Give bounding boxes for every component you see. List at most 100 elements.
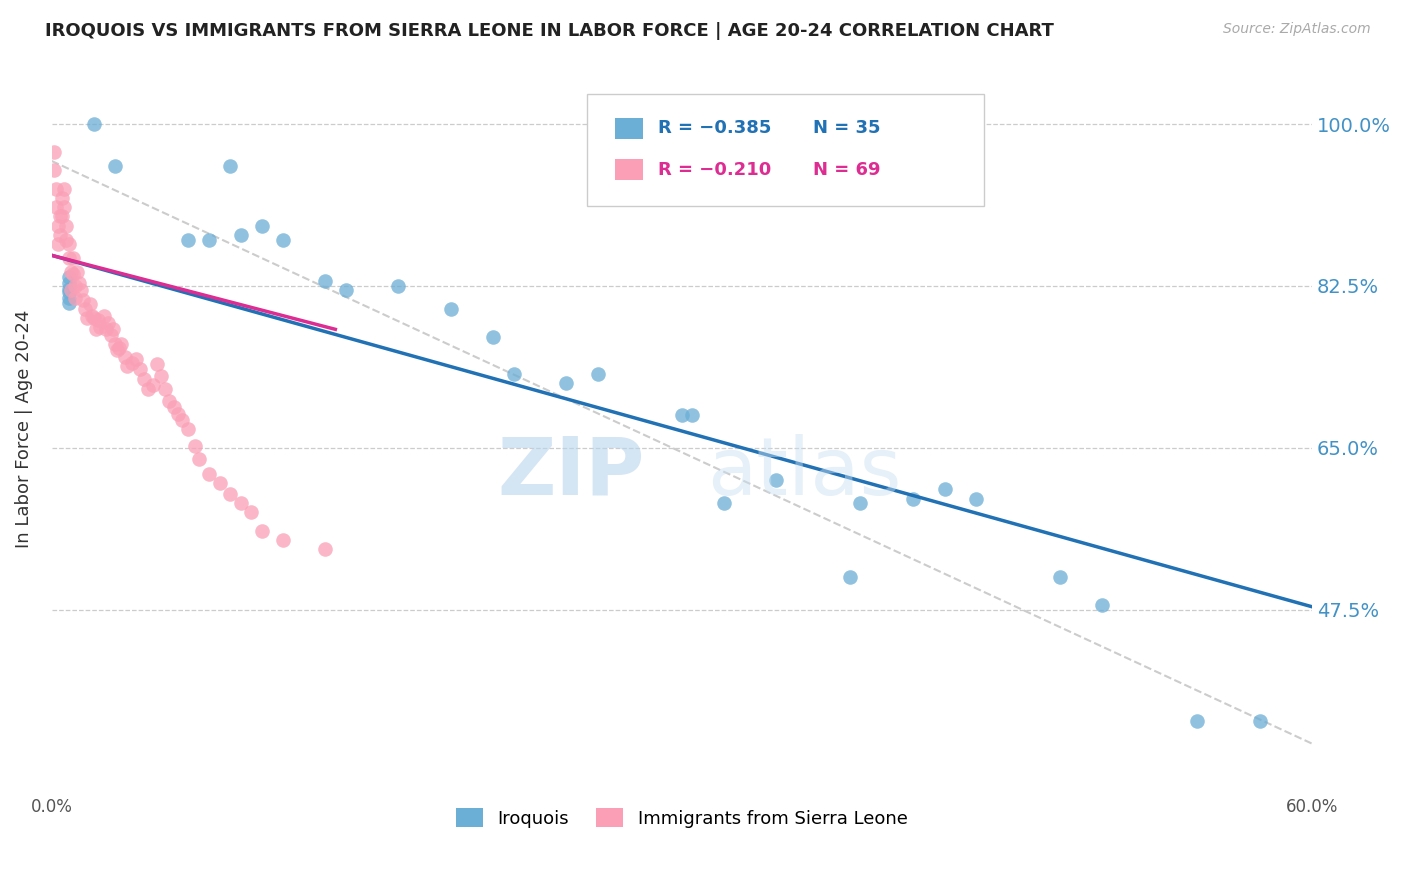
Text: Source: ZipAtlas.com: Source: ZipAtlas.com bbox=[1223, 22, 1371, 37]
Point bbox=[586, 367, 609, 381]
Point bbox=[42, 145, 65, 159]
Point bbox=[271, 233, 294, 247]
Point bbox=[58, 269, 80, 284]
Point bbox=[934, 483, 956, 497]
Point bbox=[42, 163, 65, 178]
Point bbox=[59, 284, 82, 298]
Point bbox=[110, 337, 132, 351]
Point bbox=[162, 400, 184, 414]
Point bbox=[271, 533, 294, 548]
Point bbox=[1185, 714, 1208, 728]
Point bbox=[62, 251, 84, 265]
Point bbox=[53, 200, 76, 214]
Point bbox=[84, 322, 107, 336]
Point bbox=[80, 310, 103, 324]
Text: ZIP: ZIP bbox=[496, 434, 644, 511]
Point bbox=[1249, 714, 1271, 728]
Point bbox=[121, 356, 143, 370]
Point bbox=[58, 237, 80, 252]
Legend: Iroquois, Immigrants from Sierra Leone: Iroquois, Immigrants from Sierra Leone bbox=[449, 801, 915, 835]
FancyBboxPatch shape bbox=[616, 118, 643, 139]
Point bbox=[250, 524, 273, 538]
Point bbox=[58, 285, 80, 300]
Point bbox=[1049, 570, 1071, 584]
Point bbox=[219, 487, 242, 501]
Text: N = 35: N = 35 bbox=[813, 120, 880, 137]
Point bbox=[53, 182, 76, 196]
Point bbox=[198, 233, 221, 247]
Point bbox=[149, 368, 172, 383]
Point bbox=[1091, 598, 1114, 612]
Point bbox=[62, 267, 84, 281]
Point bbox=[63, 291, 86, 305]
Point bbox=[67, 276, 90, 290]
Point bbox=[51, 191, 73, 205]
Point bbox=[46, 219, 69, 233]
Point bbox=[134, 372, 156, 386]
Point bbox=[72, 293, 94, 307]
Point bbox=[45, 200, 67, 214]
Point bbox=[46, 237, 69, 252]
Point bbox=[153, 382, 176, 396]
Point bbox=[117, 359, 139, 374]
Point bbox=[314, 274, 336, 288]
Point bbox=[104, 337, 127, 351]
Point bbox=[51, 210, 73, 224]
Point bbox=[208, 475, 231, 490]
Point bbox=[108, 341, 131, 355]
Point bbox=[671, 409, 693, 423]
Point bbox=[198, 467, 221, 481]
Point bbox=[58, 276, 80, 290]
Point bbox=[100, 327, 122, 342]
Point bbox=[387, 278, 409, 293]
Point bbox=[59, 265, 82, 279]
Text: IROQUOIS VS IMMIGRANTS FROM SIERRA LEONE IN LABOR FORCE | AGE 20-24 CORRELATION : IROQUOIS VS IMMIGRANTS FROM SIERRA LEONE… bbox=[45, 22, 1054, 40]
Point bbox=[45, 182, 67, 196]
Point bbox=[138, 383, 160, 397]
Point bbox=[75, 301, 97, 316]
Point bbox=[177, 422, 200, 436]
Point bbox=[58, 251, 80, 265]
Point bbox=[101, 322, 124, 336]
Point bbox=[58, 291, 80, 305]
Point bbox=[49, 227, 72, 242]
Point bbox=[63, 278, 86, 293]
Point bbox=[765, 473, 787, 487]
Point bbox=[146, 358, 169, 372]
Point bbox=[555, 376, 578, 390]
Point bbox=[170, 413, 193, 427]
Point bbox=[58, 296, 80, 310]
Point bbox=[87, 313, 110, 327]
Point bbox=[114, 350, 136, 364]
Point bbox=[83, 311, 105, 326]
Point bbox=[142, 377, 165, 392]
Point bbox=[55, 219, 77, 233]
Point bbox=[76, 311, 98, 326]
Point bbox=[166, 408, 188, 422]
Point bbox=[965, 491, 987, 506]
Point bbox=[183, 439, 205, 453]
Point bbox=[79, 297, 101, 311]
Point bbox=[105, 343, 128, 357]
Text: N = 69: N = 69 bbox=[813, 161, 880, 178]
Point bbox=[335, 284, 357, 298]
Point bbox=[177, 233, 200, 247]
Point bbox=[250, 219, 273, 233]
Point bbox=[219, 159, 242, 173]
Point bbox=[125, 351, 148, 366]
Text: R = −0.385: R = −0.385 bbox=[658, 120, 772, 137]
Point bbox=[713, 496, 735, 510]
Point bbox=[129, 362, 152, 376]
Y-axis label: In Labor Force | Age 20-24: In Labor Force | Age 20-24 bbox=[15, 310, 32, 549]
Text: R = −0.210: R = −0.210 bbox=[658, 161, 772, 178]
Text: atlas: atlas bbox=[707, 434, 901, 511]
Point bbox=[314, 542, 336, 557]
FancyBboxPatch shape bbox=[588, 94, 984, 205]
Point bbox=[839, 570, 862, 584]
Point bbox=[157, 394, 180, 409]
Point bbox=[482, 330, 505, 344]
Point bbox=[96, 322, 118, 336]
Point bbox=[849, 496, 872, 510]
FancyBboxPatch shape bbox=[616, 159, 643, 180]
Point bbox=[187, 451, 209, 466]
